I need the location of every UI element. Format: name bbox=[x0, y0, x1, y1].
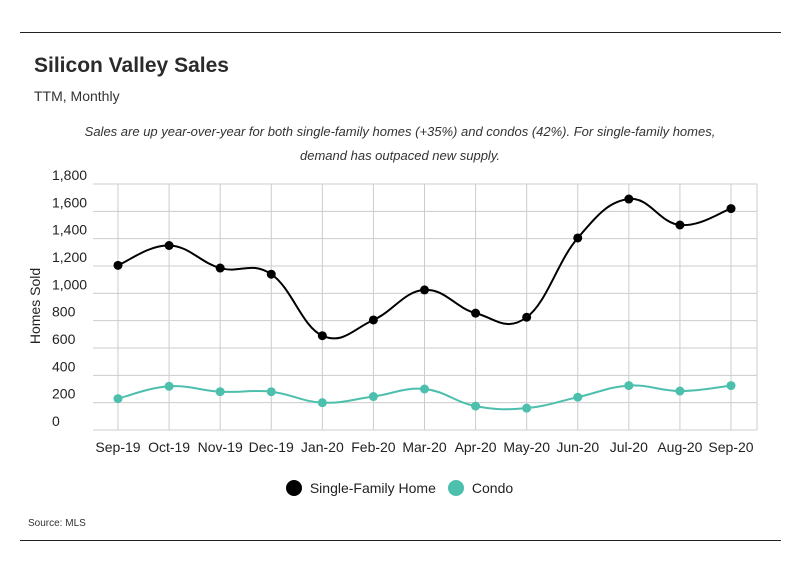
data-point-condo bbox=[420, 384, 429, 394]
x-tick-label: Jan-20 bbox=[301, 439, 344, 455]
data-point-condo bbox=[215, 387, 225, 397]
top-rule bbox=[20, 32, 781, 33]
data-point-single-family-home bbox=[675, 220, 685, 230]
data-point-single-family-home bbox=[266, 269, 276, 279]
data-point-single-family-home bbox=[113, 260, 123, 270]
y-tick-label: 1,000 bbox=[52, 276, 87, 292]
y-tick-label: 0 bbox=[52, 413, 60, 429]
data-point-single-family-home bbox=[726, 204, 736, 214]
data-point-single-family-home bbox=[573, 233, 583, 243]
x-tick-label: Jul-20 bbox=[610, 439, 648, 455]
data-point-condo bbox=[266, 387, 276, 397]
legend-swatch-single-family bbox=[285, 480, 302, 496]
chart-note: Sales are up year-over-year for both sin… bbox=[84, 124, 716, 163]
x-tick-label: Jun-20 bbox=[556, 439, 599, 455]
y-tick-label: 1,400 bbox=[52, 222, 87, 238]
chart-title: Silicon Valley Sales bbox=[34, 54, 229, 77]
x-tick-label: Mar-20 bbox=[402, 439, 447, 455]
y-axis-ticks: 0 200 400 600 800 1,000 1,200 1,400 1,600 1,800 bbox=[52, 167, 87, 429]
data-point-single-family-home bbox=[215, 263, 225, 273]
data-point-condo bbox=[573, 392, 583, 402]
data-point-single-family-home bbox=[624, 194, 634, 204]
data-point-condo bbox=[675, 386, 685, 396]
x-axis-ticks: Sep-19 Oct-19 Nov-19 Dec-19 Jan-20 Feb-20 Mar-… bbox=[95, 439, 753, 455]
x-tick-label: Apr-20 bbox=[455, 439, 497, 455]
data-point-single-family-home bbox=[522, 312, 532, 322]
data-point-condo bbox=[522, 403, 532, 413]
legend-label-single-family: Single-Family Home bbox=[309, 480, 436, 496]
data-point-condo bbox=[471, 401, 481, 411]
legend-item-condo: Condo bbox=[447, 480, 514, 496]
data-point-single-family-home bbox=[420, 285, 429, 295]
y-tick-label: 600 bbox=[52, 331, 76, 347]
legend-label-condo: Condo bbox=[471, 480, 514, 496]
x-tick-label: Dec-19 bbox=[249, 439, 294, 455]
data-point-condo bbox=[113, 394, 123, 404]
data-point-condo bbox=[317, 398, 327, 408]
data-point-single-family-home bbox=[317, 331, 327, 341]
chart-series bbox=[113, 194, 736, 413]
x-tick-label: Oct-19 bbox=[148, 439, 190, 455]
legend-swatch-condo bbox=[447, 480, 464, 496]
data-point-condo bbox=[624, 381, 634, 391]
y-tick-label: 400 bbox=[52, 358, 76, 374]
x-tick-label: May-20 bbox=[503, 439, 550, 455]
y-tick-label: 1,600 bbox=[52, 194, 87, 210]
chart-subtitle: TTM, Monthly bbox=[34, 88, 120, 104]
y-tick-label: 1,800 bbox=[52, 167, 87, 183]
bottom-rule bbox=[20, 540, 781, 541]
data-point-single-family-home bbox=[164, 241, 174, 250]
data-point-condo bbox=[368, 392, 378, 402]
data-point-condo bbox=[164, 381, 174, 391]
legend-item-single-family: Single-Family Home bbox=[285, 480, 436, 496]
y-tick-label: 200 bbox=[52, 386, 76, 402]
y-tick-label: 800 bbox=[52, 304, 76, 320]
y-tick-label: 1,200 bbox=[52, 249, 87, 265]
y-axis-label: Homes Sold bbox=[27, 268, 43, 344]
x-tick-label: Feb-20 bbox=[351, 439, 396, 455]
data-point-single-family-home bbox=[368, 315, 378, 325]
legend: Single-Family Home Condo bbox=[0, 480, 799, 496]
x-tick-label: Aug-20 bbox=[657, 439, 702, 455]
source-note: Source: MLS bbox=[28, 518, 86, 529]
data-point-condo bbox=[726, 381, 736, 391]
x-tick-label: Nov-19 bbox=[198, 439, 243, 455]
x-tick-label: Sep-19 bbox=[95, 439, 140, 455]
x-tick-label: Sep-20 bbox=[708, 439, 753, 455]
data-point-single-family-home bbox=[471, 308, 481, 318]
